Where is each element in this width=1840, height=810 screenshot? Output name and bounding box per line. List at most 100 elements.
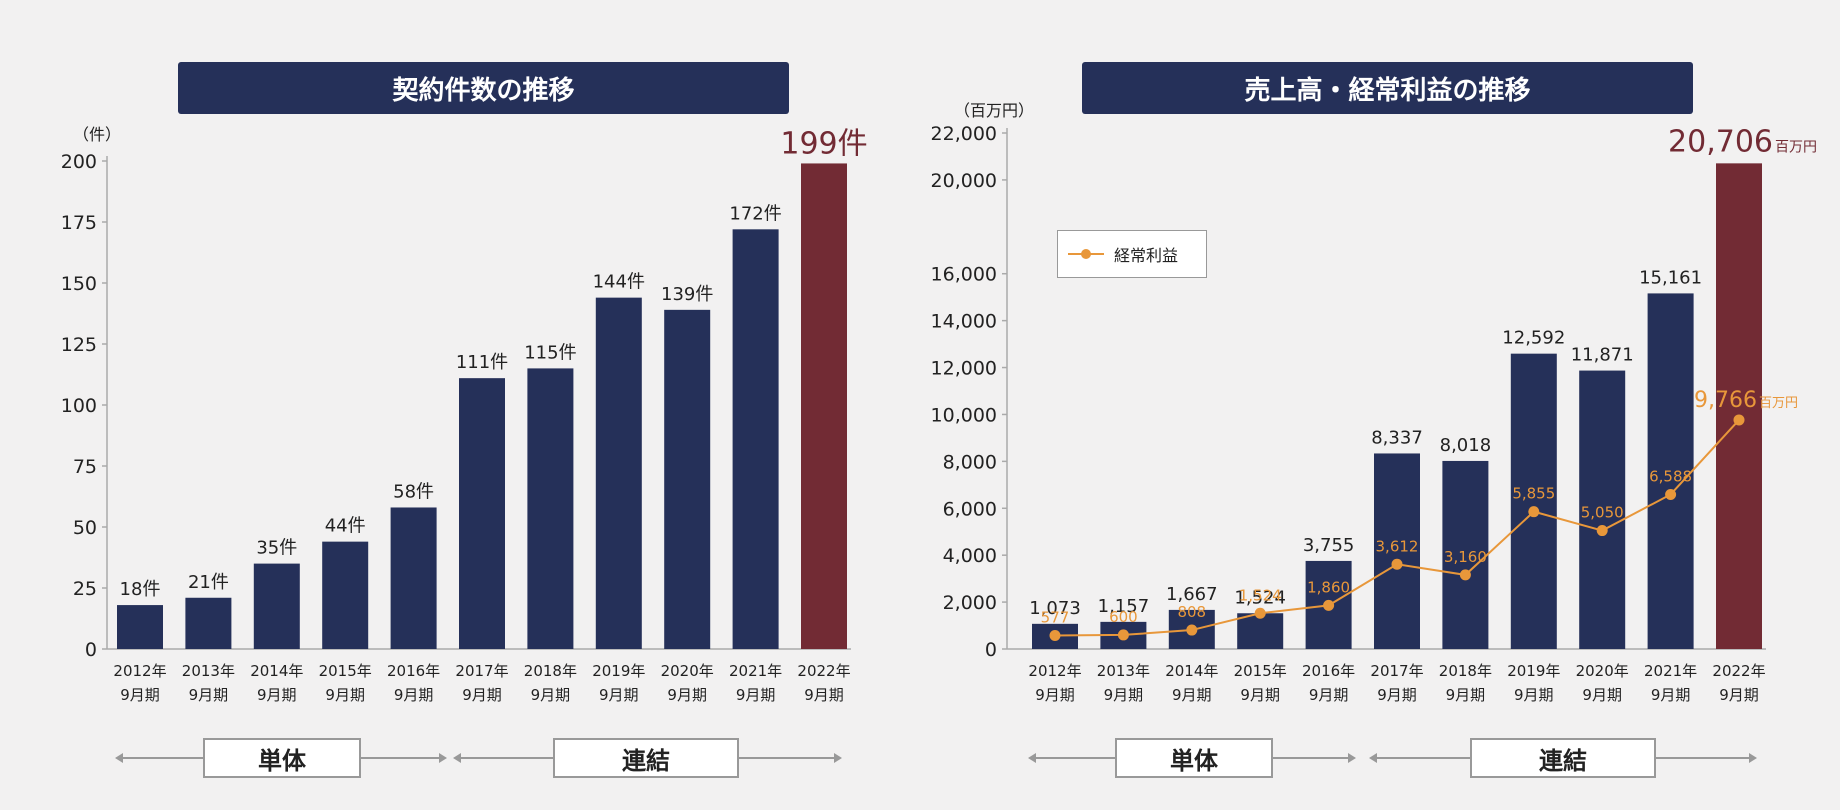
sales-xtick-period: 9月期 (1514, 686, 1554, 704)
segment-arrow-head (1028, 753, 1036, 763)
contracts-xtick-period: 9月期 (394, 686, 434, 704)
contracts-xtick-period: 9月期 (120, 686, 160, 704)
segment-arrow-head (1348, 753, 1356, 763)
contracts-ytick-label: 200 (61, 151, 97, 173)
contracts-ytick-label: 125 (61, 334, 97, 356)
contracts-value-label: 58件 (393, 481, 434, 502)
sales-xtick-year: 2017年 (1370, 662, 1423, 680)
sales-ytick-label: 8,000 (943, 451, 997, 473)
sales-xtick-year: 2018年 (1439, 662, 1492, 680)
profit-value-label: 5,050 (1581, 504, 1624, 522)
profit-point (1596, 525, 1608, 537)
contracts-ytick-label: 50 (73, 517, 97, 539)
contracts-xtick-year: 2018年 (524, 662, 577, 680)
contracts-y-unit: （件） (73, 125, 121, 144)
contracts-xtick-period: 9月期 (531, 686, 571, 704)
sales-value-unit: 百万円 (1775, 139, 1817, 155)
sales-ytick-label: 14,000 (931, 311, 997, 333)
sales-xtick-period: 9月期 (1035, 686, 1075, 704)
profit-value-label: 1,524 (1239, 586, 1282, 604)
sales-bar (1647, 293, 1694, 649)
contracts-xtick-year: 2020年 (661, 662, 714, 680)
profit-value-label-highlight: 9,766 (1694, 388, 1757, 413)
sales-ytick-label: 16,000 (931, 264, 997, 286)
sales-value-label: 1,073 (1029, 598, 1081, 619)
profit-value-label: 6,588 (1649, 467, 1692, 485)
segment-arrow-head (1369, 753, 1377, 763)
sales-xtick-year: 2015年 (1234, 662, 1287, 680)
sales-bar (1510, 353, 1557, 649)
contracts-bar (732, 229, 779, 649)
sales-xtick-year: 2019年 (1507, 662, 1560, 680)
contracts-xtick-period: 9月期 (667, 686, 707, 704)
legend-label: 経常利益 (1114, 246, 1179, 265)
profit-point (1528, 506, 1540, 518)
segment-arrow-head (453, 753, 461, 763)
contracts-value-label: 35件 (256, 538, 297, 559)
sales-xtick-year: 2016年 (1302, 662, 1355, 680)
contracts-xtick-period: 9月期 (462, 686, 502, 704)
profit-point (1186, 624, 1198, 636)
contracts-xtick-year: 2019年 (592, 662, 645, 680)
sales-value-label: 15,161 (1639, 267, 1702, 288)
contracts-ytick-label: 150 (61, 273, 97, 295)
profit-value-label: 808 (1177, 603, 1206, 621)
segment-arrow-head (1749, 753, 1757, 763)
sales-ytick-label: 4,000 (943, 545, 997, 567)
sales-value-label: 8,337 (1371, 427, 1423, 448)
contracts-bar (801, 163, 847, 649)
contracts-value-label: 44件 (325, 516, 366, 537)
profit-point (1254, 607, 1266, 619)
sales-value-label: 1,157 (1098, 596, 1150, 617)
contracts-xtick-year: 2022年 (797, 662, 850, 680)
contracts-xtick-period: 9月期 (599, 686, 639, 704)
sales-bar (1374, 453, 1420, 649)
sales-xtick-period: 9月期 (1172, 686, 1212, 704)
segment-arrow-head (115, 753, 123, 763)
contracts-bar (390, 507, 437, 649)
profit-point (1323, 599, 1335, 611)
sales-xtick-period: 9月期 (1651, 686, 1691, 704)
contracts-xtick-period: 9月期 (804, 686, 844, 704)
contracts-bar (664, 309, 711, 649)
sales-value-label-highlight: 20,706 (1668, 124, 1773, 159)
contracts-bar (527, 368, 574, 649)
sales-value-label: 11,871 (1571, 345, 1634, 366)
contracts-value-label: 111件 (456, 352, 508, 373)
contracts-value-label: 144件 (593, 272, 645, 293)
sales-xtick-period: 9月期 (1377, 686, 1417, 704)
sales-ytick-label: 2,000 (943, 592, 997, 614)
sales-xtick-year: 2020年 (1576, 662, 1629, 680)
sales-value-label: 12,592 (1502, 328, 1565, 349)
sales-value-label: 3,755 (1303, 535, 1355, 556)
contracts-xtick-year: 2014年 (250, 662, 303, 680)
sales-ytick-label: 6,000 (943, 498, 997, 520)
contracts-xtick-period: 9月期 (189, 686, 229, 704)
contracts-value-label: 139件 (661, 284, 713, 305)
sales-ytick-label: 20,000 (931, 170, 997, 192)
chart-title-sales: 売上高・経常利益の推移 (1082, 62, 1693, 114)
contracts-xtick-year: 2013年 (182, 662, 235, 680)
sales-y-unit: （百万円） (954, 101, 1034, 120)
segment-consolidated-right: 連結 (1470, 738, 1656, 778)
sales-ytick-label: 10,000 (931, 404, 997, 426)
legend: 経常利益 (1057, 230, 1207, 278)
sales-xtick-year: 2021年 (1644, 662, 1697, 680)
sales-xtick-period: 9月期 (1719, 686, 1759, 704)
profit-point (1117, 629, 1129, 641)
sales-ytick-label: 22,000 (931, 123, 997, 145)
contracts-xtick-period: 9月期 (736, 686, 776, 704)
profit-value-label: 577 (1041, 608, 1070, 626)
sales-value-label: 1,667 (1166, 584, 1218, 605)
contracts-bar (117, 605, 163, 649)
contracts-xtick-year: 2021年 (729, 662, 782, 680)
sales-ytick-label: 0 (985, 639, 997, 661)
profit-value-label: 3,160 (1444, 548, 1487, 566)
contracts-bar (322, 541, 369, 649)
segment-arrow-head (439, 753, 447, 763)
profit-point (1459, 569, 1471, 581)
profit-point (1733, 414, 1745, 426)
contracts-value-label: 115件 (524, 342, 576, 363)
segment-arrow-head (834, 753, 842, 763)
